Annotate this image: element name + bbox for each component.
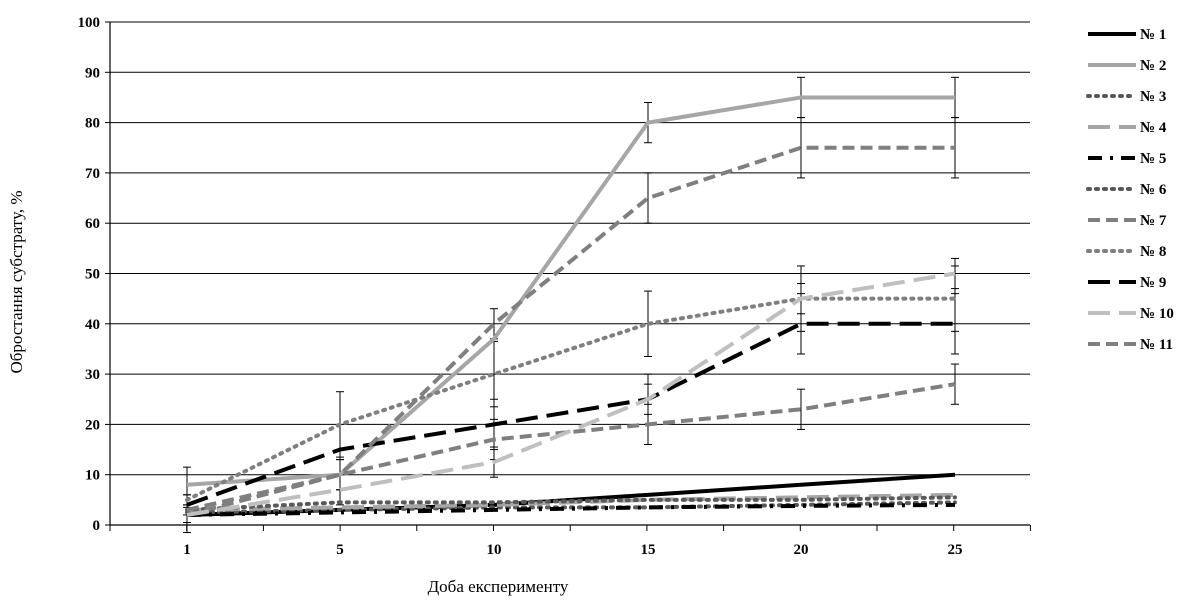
series-line [185, 296, 957, 502]
legend-label: № 10 [1140, 306, 1174, 322]
series-line [185, 495, 957, 512]
x-tick-label: 1 [183, 542, 191, 558]
series-line [186, 145, 955, 512]
legend-label: № 1 [1140, 27, 1166, 43]
y-tick-label: 50 [85, 267, 100, 283]
y-tick-label: 80 [85, 116, 100, 132]
series-line [186, 271, 956, 517]
y-tick-label: 40 [85, 317, 100, 333]
y-tick-labels: 0 10 20 30 40 50 60 70 80 90 100 [78, 15, 101, 534]
y-tick-label: 70 [85, 166, 100, 182]
series-line [186, 321, 955, 507]
y-tick-label: 10 [85, 468, 100, 484]
legend-label: № 11 [1140, 337, 1173, 353]
y-tick-label: 0 [93, 518, 101, 534]
legend-label: № 5 [1140, 151, 1166, 167]
axes [105, 21, 1031, 531]
error-bars [183, 76, 959, 534]
legend-label: № 9 [1140, 275, 1166, 291]
y-tick-label: 60 [85, 216, 100, 232]
x-tick-label: 15 [641, 542, 656, 558]
y-axis-label: Обростання субстрату, % [7, 190, 26, 373]
x-tick-label: 5 [336, 542, 344, 558]
series-lines [185, 95, 957, 517]
series-line [186, 95, 955, 487]
y-tick-label: 30 [85, 367, 100, 383]
legend-label: № 7 [1140, 213, 1167, 229]
y-tick-label: 90 [85, 65, 100, 81]
x-tick-label: 25 [948, 542, 963, 558]
legend-label: № 4 [1140, 120, 1167, 136]
x-axis-label: Доба експерименту [428, 577, 569, 596]
y-tick-label: 20 [85, 417, 100, 433]
legend-label: № 8 [1140, 244, 1166, 260]
gridlines [110, 21, 1030, 476]
x-tick-label: 20 [794, 542, 809, 558]
y-tick-label: 100 [78, 15, 101, 31]
x-tick-labels: 1 5 10 15 20 25 [183, 542, 962, 558]
legend-label: № 3 [1140, 89, 1166, 105]
x-tick-label: 10 [487, 542, 502, 558]
legend-label: № 2 [1140, 58, 1166, 74]
legend-label: № 6 [1140, 182, 1167, 198]
series-line [186, 502, 956, 517]
legend: № 1 № 2 № 3 № 4 № 5 № 6 № 7 № 8 № 9 № 10 № 11 [1086, 27, 1174, 353]
